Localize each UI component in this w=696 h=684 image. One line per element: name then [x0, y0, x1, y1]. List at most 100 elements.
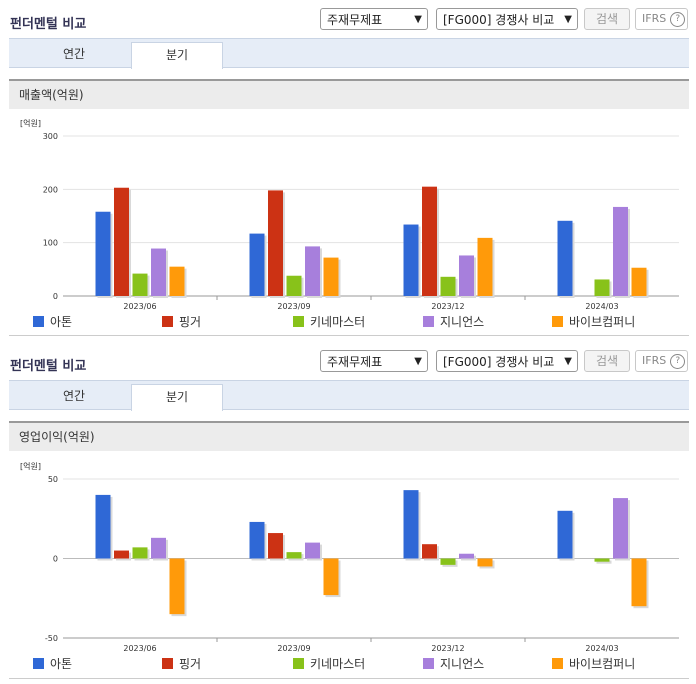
y-tick-label: 50 [48, 475, 58, 484]
statement-select-value: 주재무제표 [327, 355, 383, 369]
bar-series-3 [459, 255, 474, 296]
statement-select[interactable]: 주재무제표 ▼ [320, 8, 428, 30]
bar-series-3 [305, 246, 320, 296]
legend-label: 바이브컴퍼니 [569, 657, 636, 671]
bar-series-2 [286, 275, 302, 296]
bar-series-4 [169, 558, 185, 615]
help-icon: ? [670, 353, 686, 369]
legend-item[interactable]: 아톤 [33, 655, 72, 672]
legend-item[interactable]: 아톤 [33, 313, 72, 330]
ifrs-help-button[interactable]: IFRS? [635, 350, 688, 372]
bar-series-4 [323, 558, 339, 596]
legend-item[interactable]: 키네마스터 [293, 655, 365, 672]
legend-item[interactable]: 지니언스 [423, 313, 484, 330]
bar-series-2 [286, 552, 302, 559]
bar-series-3 [613, 206, 628, 296]
bar-series-1 [114, 187, 129, 296]
chevron-down-icon: ▼ [564, 14, 572, 25]
y-tick-label: 300 [43, 132, 58, 141]
legend-item[interactable]: 핑거 [162, 655, 201, 672]
legend-swatch [293, 658, 304, 669]
bar-series-2 [594, 558, 610, 562]
x-tick-label: 2023/06 [123, 302, 156, 311]
bar-series-2 [440, 276, 456, 296]
chart-title: 매출액(억원) [9, 79, 689, 109]
tab-quarterly[interactable]: 분기 [131, 42, 223, 69]
x-tick-label: 2023/09 [277, 644, 310, 652]
bar-series-0 [403, 224, 419, 296]
legend-swatch [162, 316, 173, 327]
section-revenue: 펀더멘털 비교 주재무제표 ▼ [FG000] 경쟁사 비교 ▼ 검색 IFRS… [0, 0, 696, 340]
bar-series-1 [114, 550, 129, 559]
statement-select[interactable]: 주재무제표 ▼ [320, 350, 428, 372]
x-tick-label: 2023/06 [123, 644, 156, 652]
y-tick-label: 100 [43, 239, 58, 248]
chevron-down-icon: ▼ [564, 356, 572, 367]
search-button[interactable]: 검색 [584, 350, 630, 372]
compare-select-value: [FG000] 경쟁사 비교 [443, 13, 555, 27]
bar-series-0 [95, 494, 111, 559]
period-tabs: 연간 분기 [9, 38, 689, 69]
bar-series-0 [557, 220, 573, 296]
legend-item[interactable]: 바이브컴퍼니 [552, 655, 635, 672]
bar-series-0 [95, 211, 111, 296]
bar-series-2 [132, 547, 148, 559]
search-button[interactable]: 검색 [584, 8, 630, 30]
legend-swatch [33, 316, 44, 327]
legend-swatch [293, 316, 304, 327]
legend-swatch [162, 658, 173, 669]
legend-label: 핑거 [179, 657, 202, 671]
compare-select[interactable]: [FG000] 경쟁사 비교 ▼ [436, 8, 578, 30]
operating-profit-chart: [억원] 50 0 -50 2023/06 2023/09 2023/12 2024/03 [20, 461, 679, 652]
y-tick-label: 0 [53, 292, 58, 301]
legend-label: 키네마스터 [310, 315, 366, 329]
legend-swatch [423, 658, 434, 669]
bar-series-1 [268, 533, 283, 559]
bar-series-1 [422, 186, 437, 296]
section-title: 펀더멘털 비교 [10, 359, 87, 374]
ifrs-label: IFRS [642, 354, 667, 367]
legend-label: 아톤 [50, 315, 73, 329]
bar-series-2 [594, 279, 610, 296]
bar-series-3 [151, 248, 166, 296]
bar-series-4 [631, 267, 647, 296]
tab-annual[interactable]: 연간 [62, 389, 86, 403]
section-title: 펀더멘털 비교 [10, 17, 87, 32]
x-tick-label: 2023/12 [431, 302, 464, 311]
bar-shadow [596, 560, 612, 564]
legend-swatch [423, 316, 434, 327]
bar-series-4 [477, 237, 493, 296]
bar-series-3 [151, 537, 166, 559]
legend-label: 지니언스 [440, 315, 485, 329]
tab-annual[interactable]: 연간 [62, 47, 86, 61]
bar-series-3 [613, 498, 628, 559]
x-tick-label: 2023/09 [277, 302, 310, 311]
legend-swatch [552, 316, 563, 327]
legend-label: 핑거 [179, 315, 202, 329]
legend-item[interactable]: 핑거 [162, 313, 201, 330]
unit-label: [억원] [20, 118, 41, 128]
tab-quarterly[interactable]: 분기 [131, 384, 223, 411]
bar-series-1 [268, 190, 283, 296]
legend-item[interactable]: 바이브컴퍼니 [552, 313, 635, 330]
ifrs-help-button[interactable]: IFRS? [635, 8, 688, 30]
chevron-down-icon: ▼ [414, 14, 422, 25]
chart-legend: 아톤 핑거 키네마스터 지니언스 바이브컴퍼니 [0, 655, 696, 671]
bar-series-0 [249, 521, 265, 559]
legend-item[interactable]: 지니언스 [423, 655, 484, 672]
section-header: 펀더멘털 비교 주재무제표 ▼ [FG000] 경쟁사 비교 ▼ 검색 IFRS… [0, 342, 696, 378]
unit-label: [억원] [20, 461, 41, 471]
section-operating-profit: 펀더멘털 비교 주재무제표 ▼ [FG000] 경쟁사 비교 ▼ 검색 IFRS… [0, 342, 696, 684]
bar-series-4 [323, 257, 339, 296]
legend-label: 지니언스 [440, 657, 485, 671]
x-tick-label: 2024/03 [585, 302, 618, 311]
compare-select[interactable]: [FG000] 경쟁사 비교 ▼ [436, 350, 578, 372]
ifrs-label: IFRS [642, 12, 667, 25]
bar-series-4 [631, 558, 647, 607]
legend-label: 키네마스터 [310, 657, 366, 671]
revenue-chart: [억원]300 200 100 0 2023/06 2023/09 2023/12 2024/… [20, 118, 679, 311]
bar-series-0 [557, 510, 573, 559]
legend-item[interactable]: 키네마스터 [293, 313, 365, 330]
bar-series-2 [132, 273, 148, 296]
divider [9, 335, 689, 336]
